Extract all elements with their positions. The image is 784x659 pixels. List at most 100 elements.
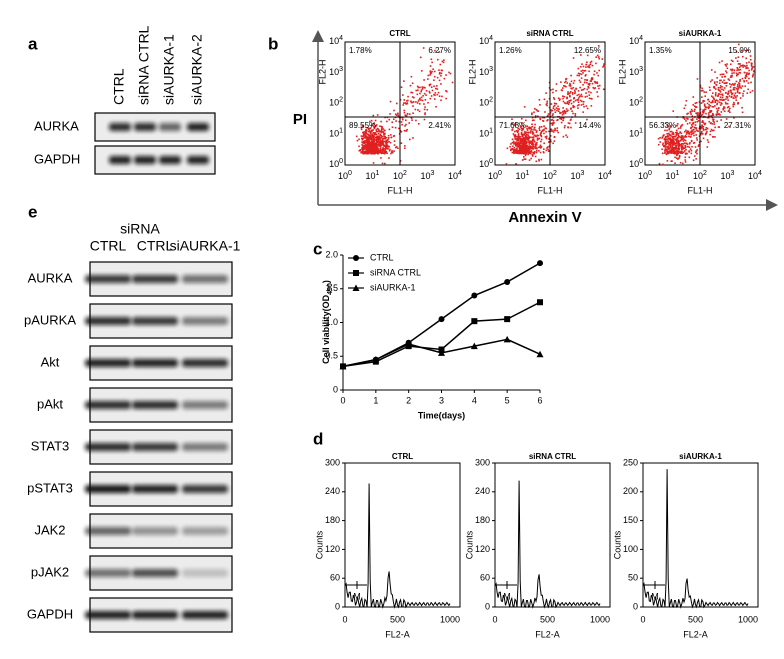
- event-dot: [696, 118, 698, 120]
- event-dot: [712, 136, 714, 138]
- event-dot: [680, 135, 683, 137]
- event-dot: [512, 145, 514, 148]
- event-dot: [362, 152, 365, 155]
- event-dot: [393, 135, 396, 137]
- event-dot: [741, 64, 743, 67]
- event-dot: [551, 124, 554, 126]
- event-dot: [534, 135, 537, 138]
- x-tick-label: 500: [540, 614, 555, 624]
- event-dot: [362, 141, 365, 143]
- event-dot: [752, 66, 755, 68]
- event-dot: [713, 82, 716, 85]
- event-dot: [703, 103, 706, 106]
- event-dot: [535, 131, 538, 134]
- event-dot: [405, 115, 408, 117]
- event-dot: [688, 133, 691, 135]
- event-dot: [514, 124, 516, 126]
- event-dot: [668, 143, 670, 146]
- event-dot: [513, 152, 515, 155]
- event-dot: [361, 147, 364, 150]
- event-dot: [511, 138, 514, 141]
- event-dot: [529, 145, 531, 148]
- event-dot: [664, 140, 667, 143]
- event-dot: [441, 95, 443, 98]
- event-dot: [362, 137, 365, 140]
- event-dot: [438, 71, 441, 74]
- plot-frame: [494, 462, 611, 608]
- event-dot: [522, 150, 524, 152]
- event-dot: [685, 120, 687, 122]
- event-dot: [370, 146, 373, 149]
- event-dot: [529, 127, 531, 130]
- event-dot: [404, 102, 407, 104]
- event-dot: [568, 84, 571, 87]
- event-dot: [435, 105, 437, 108]
- event-dot: [373, 148, 376, 150]
- event-dot: [425, 94, 427, 96]
- event-dot: [419, 92, 421, 95]
- event-dot: [566, 101, 569, 103]
- event-dot: [586, 61, 588, 64]
- event-dot: [411, 101, 414, 104]
- event-dot: [690, 131, 692, 134]
- marker-label: M: [353, 591, 361, 601]
- event-dot: [716, 102, 719, 105]
- event-dot: [598, 56, 600, 58]
- event-dot: [682, 143, 685, 145]
- event-dot: [565, 102, 567, 105]
- event-dot: [510, 143, 512, 145]
- event-dot: [730, 76, 733, 78]
- event-dot: [533, 126, 536, 129]
- y-tick-label: 250: [623, 457, 638, 467]
- event-dot: [595, 62, 597, 65]
- event-dot: [397, 147, 399, 150]
- event-dot: [576, 94, 579, 97]
- event-dot: [438, 79, 441, 82]
- event-dot: [731, 92, 734, 95]
- event-dot: [535, 151, 538, 154]
- event-dot: [681, 137, 683, 140]
- tick-exponent: 2: [339, 96, 343, 103]
- event-dot: [702, 112, 705, 114]
- event-dot: [391, 121, 394, 124]
- event-dot: [721, 93, 724, 96]
- event-dot: [446, 90, 448, 93]
- event-dot: [404, 125, 406, 127]
- event-dot: [721, 94, 724, 97]
- band: [85, 359, 131, 367]
- event-dot: [366, 138, 368, 141]
- event-dot: [711, 116, 714, 119]
- event-dot: [598, 57, 600, 60]
- event-dot: [524, 151, 527, 153]
- event-dot: [701, 132, 704, 135]
- event-dot: [698, 144, 700, 146]
- axis-label: FL2-H: [467, 59, 477, 84]
- event-dot: [531, 153, 534, 156]
- event-dot: [702, 127, 704, 130]
- band: [109, 123, 131, 131]
- event-dot: [525, 146, 527, 148]
- event-dot: [377, 132, 380, 135]
- event-dot: [568, 101, 571, 104]
- event-dot: [677, 148, 680, 151]
- event-dot: [567, 92, 569, 95]
- event-dot: [674, 146, 676, 149]
- event-dot: [579, 65, 582, 68]
- band: [85, 317, 131, 325]
- event-dot: [375, 146, 378, 148]
- event-dot: [375, 145, 378, 147]
- x-tick-label: 4: [472, 395, 477, 405]
- event-dot: [569, 82, 571, 85]
- event-dot: [568, 92, 571, 95]
- event-dot: [365, 146, 368, 148]
- event-dot: [519, 146, 522, 148]
- event-dot: [533, 119, 535, 122]
- point: [537, 299, 543, 306]
- event-dot: [407, 99, 409, 102]
- event-dot: [552, 142, 554, 145]
- event-dot: [736, 91, 739, 94]
- event-dot: [717, 126, 720, 128]
- event-dot: [665, 136, 667, 138]
- event-dot: [710, 115, 713, 117]
